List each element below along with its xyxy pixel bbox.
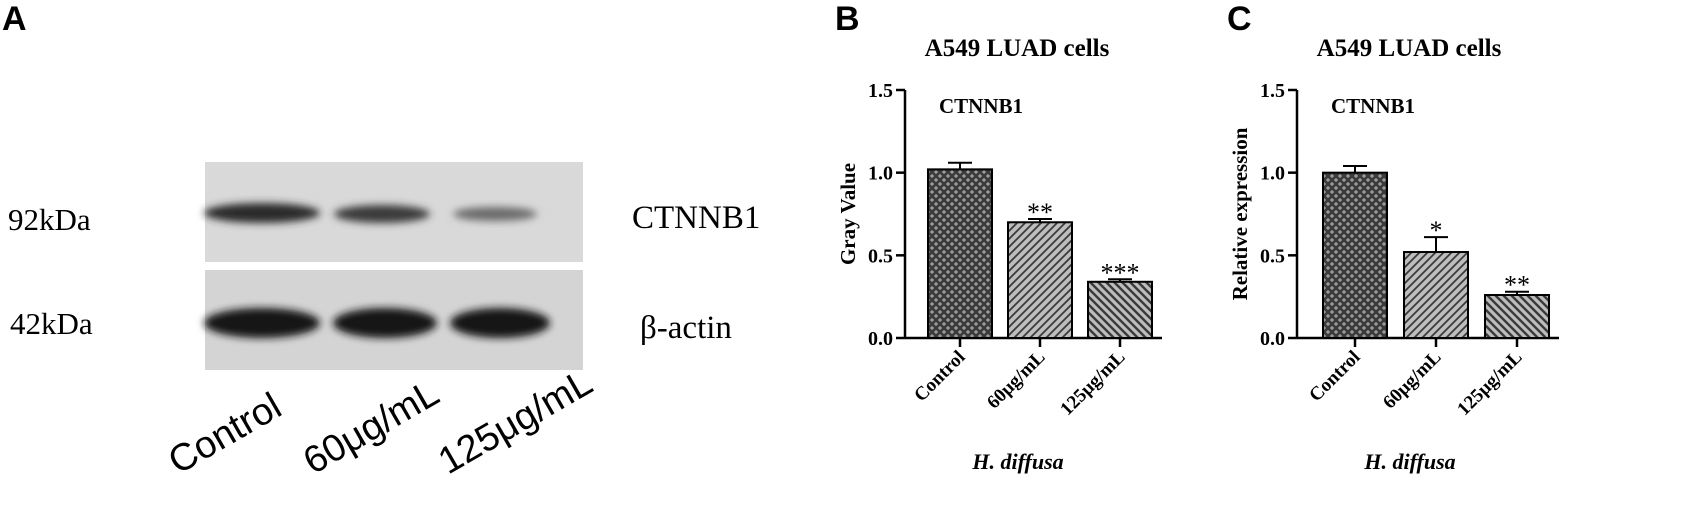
y-tick-label: 1.5 [1260, 80, 1285, 102]
blot-band [334, 205, 430, 223]
bar [1403, 251, 1469, 340]
y-tick-label: 0.5 [1260, 245, 1285, 267]
x-tick-label: 60μg/mL [1379, 347, 1446, 414]
marker-label: 42kDa [10, 306, 93, 341]
bar [1087, 280, 1153, 339]
y-tick-label: 0.0 [868, 328, 893, 350]
significance-label: *** [1101, 258, 1140, 287]
lane-label: 60μg/mL [297, 372, 447, 483]
lane-label: Control [162, 385, 289, 483]
y-tick-label: 0.5 [868, 245, 893, 267]
y-tick-label: 1.0 [868, 163, 893, 185]
blot-band [453, 207, 537, 221]
protein-label: β-actin [640, 310, 732, 346]
bar [1484, 294, 1550, 340]
blot-band [204, 203, 320, 223]
panel-label: B [835, 0, 860, 38]
annotation: CTNNB1 [1331, 94, 1415, 118]
blot-band [204, 308, 320, 338]
bar-chart: B A549 LUAD cells CTNNB1 Gray Value H. diffu… [835, 0, 1162, 474]
y-tick-label: 1.0 [1260, 163, 1285, 185]
panel-label: A [2, 0, 27, 38]
annotation: CTNNB1 [939, 94, 1023, 118]
panel-a: A 92kDa 42kDa CTNNB1 β-actin Control 60μ… [2, 0, 760, 483]
y-tick-label: 1.5 [868, 80, 893, 102]
x-tick-label: Control [910, 347, 969, 406]
chart-title: A549 LUAD cells [925, 35, 1110, 62]
significance-label: ** [1027, 198, 1053, 227]
blot-band [333, 308, 437, 338]
x-axis-label: H. diffusa [1363, 449, 1455, 474]
bar [1007, 221, 1073, 339]
panel-label: C [1227, 0, 1252, 38]
x-tick-label: 125μg/mL [1056, 347, 1129, 420]
bar [1322, 171, 1388, 339]
bar-chart: C A549 LUAD cells CTNNB1 Relative expressio… [1227, 0, 1559, 474]
blot-band [450, 308, 550, 338]
chart-title: A549 LUAD cells [1317, 35, 1502, 62]
y-axis-label: Relative expression [1228, 127, 1252, 300]
y-tick-label: 0.0 [1260, 328, 1285, 350]
x-tick-label: 60μg/mL [983, 347, 1050, 414]
x-tick-label: Control [1305, 347, 1364, 406]
x-axis-label: H. diffusa [971, 449, 1063, 474]
bar [927, 168, 993, 339]
y-axis-label: Gray Value [836, 163, 860, 265]
significance-label: ** [1504, 271, 1530, 300]
protein-label: CTNNB1 [632, 200, 760, 236]
lane-label: 125μg/mL [432, 362, 600, 483]
marker-label: 92kDa [8, 202, 91, 237]
x-tick-label: 125μg/mL [1453, 347, 1526, 420]
significance-label: * [1430, 216, 1443, 245]
